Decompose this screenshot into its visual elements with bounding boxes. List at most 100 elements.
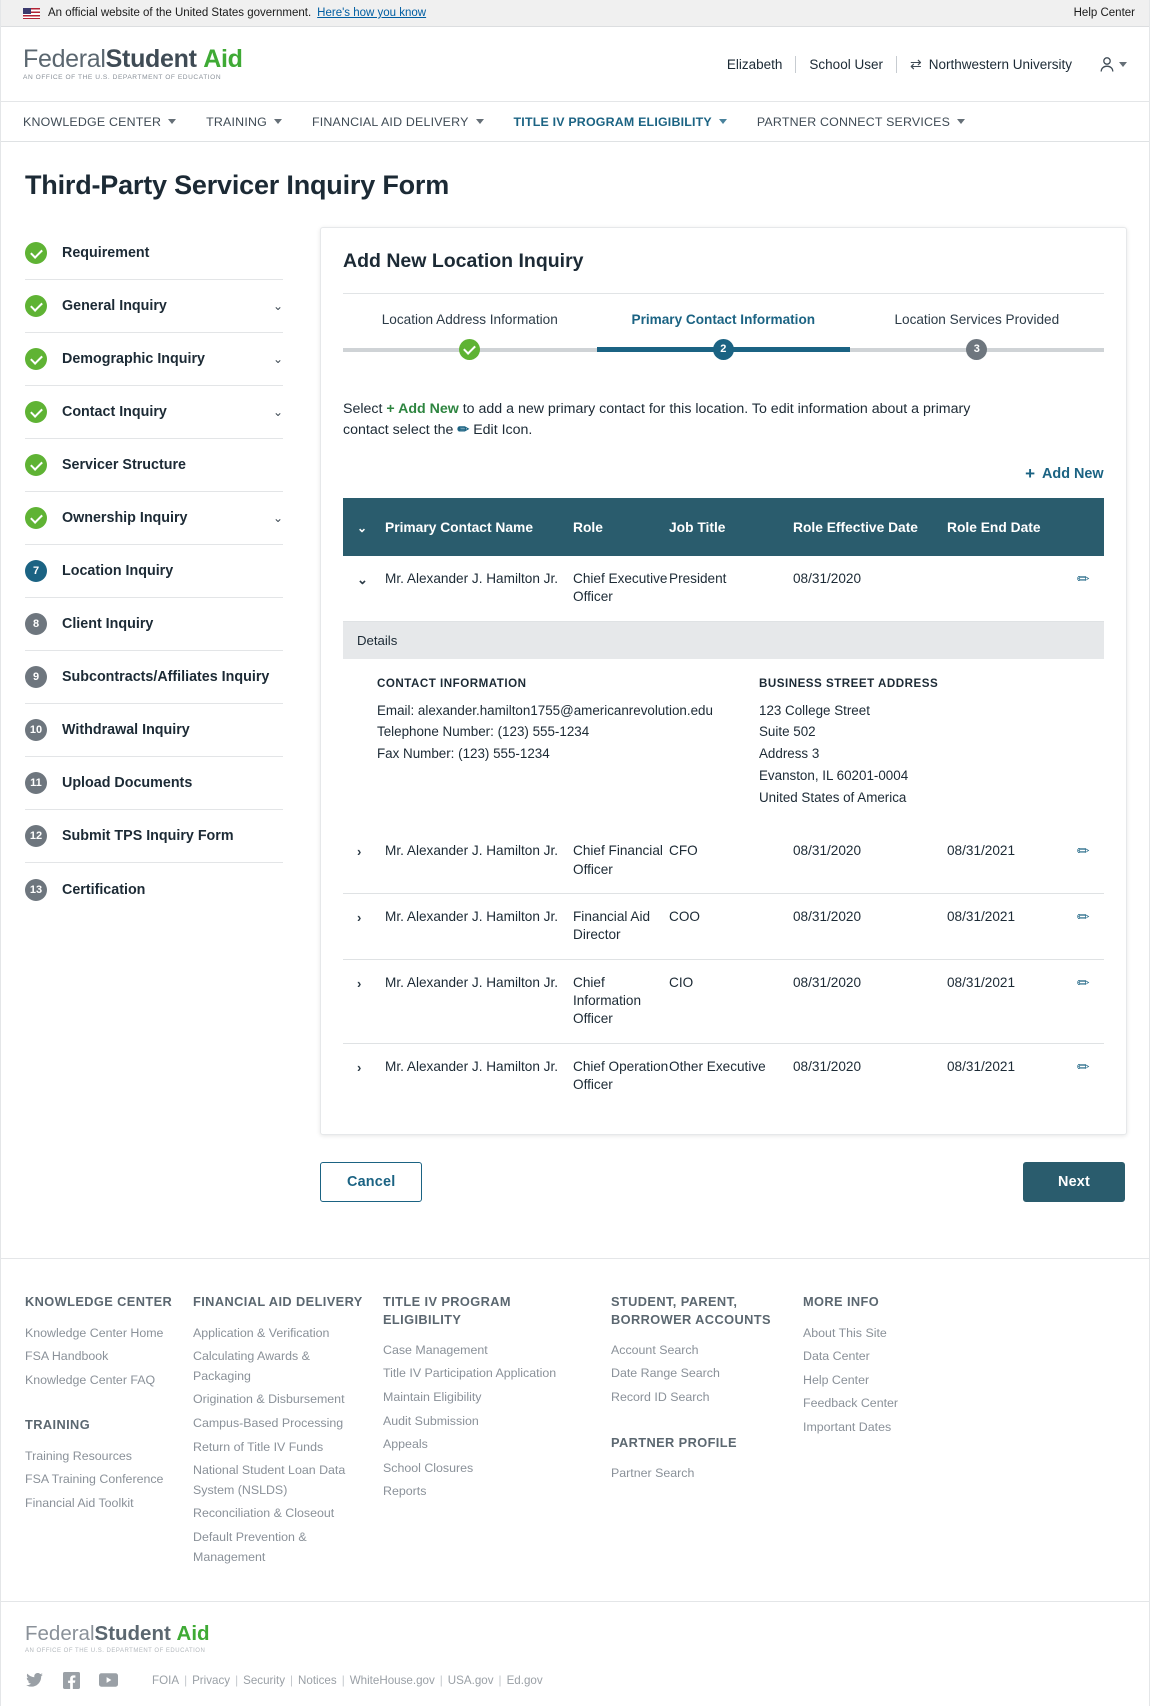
footer-link[interactable]: Data Center <box>803 1349 870 1364</box>
step-label-primary-contact-information[interactable]: Primary Contact Information <box>631 312 816 327</box>
help-center-link[interactable]: Help Center <box>1073 7 1135 19</box>
expand-all-chevron-icon[interactable]: ⌄ <box>357 520 368 535</box>
table-row[interactable]: › Mr. Alexander J. Hamilton Jr. Chief In… <box>343 960 1104 1044</box>
step-dot-2-current[interactable]: 2 <box>712 338 734 360</box>
row-expand-chevron-icon[interactable]: › <box>357 1059 362 1075</box>
column-header-role[interactable]: Role <box>573 519 603 535</box>
sidebar-item-contact-inquiry[interactable]: Contact Inquiry ⌄ <box>25 386 283 439</box>
sidebar-item-servicer-structure[interactable]: Servicer Structure <box>25 439 283 492</box>
legal-link-foia[interactable]: FOIA <box>152 1673 180 1687</box>
column-header-role-effective-date[interactable]: Role Effective Date <box>793 519 918 535</box>
footer-link[interactable]: Record ID Search <box>611 1390 710 1405</box>
nav-item-training[interactable]: TRAINING <box>206 115 282 129</box>
footer-link[interactable]: FSA Handbook <box>25 1349 109 1364</box>
sidebar-item-requirement[interactable]: Requirement <box>25 227 283 280</box>
nav-item-financial-aid-delivery[interactable]: FINANCIAL AID DELIVERY <box>312 115 484 129</box>
footer-link[interactable]: Origination & Disbursement <box>193 1392 345 1407</box>
pencil-edit-icon[interactable]: ✏ <box>1077 571 1090 589</box>
footer-link[interactable]: National Student Loan Data System (NSLDS… <box>193 1463 346 1497</box>
step-label-location-address-information[interactable]: Location Address Information <box>381 312 558 327</box>
footer-link[interactable]: Date Range Search <box>611 1366 720 1381</box>
sidebar-item-demographic-inquiry[interactable]: Demographic Inquiry ⌄ <box>25 333 283 386</box>
sidebar-item-upload-documents[interactable]: 11 Upload Documents <box>25 757 283 810</box>
footer-link[interactable]: School Closures <box>383 1460 474 1475</box>
legal-link-notices[interactable]: Notices <box>298 1673 337 1687</box>
youtube-icon[interactable] <box>99 1671 118 1690</box>
pencil-edit-icon[interactable]: ✏ <box>1077 974 1090 992</box>
facebook-icon[interactable] <box>62 1671 81 1690</box>
legal-link-whitehouse[interactable]: WhiteHouse.gov <box>349 1673 435 1687</box>
footer-link[interactable]: Application & Verification <box>193 1325 330 1340</box>
column-header-role-end-date[interactable]: Role End Date <box>947 519 1041 535</box>
masthead-user-role[interactable]: School User <box>809 56 883 72</box>
footer-link[interactable]: Help Center <box>803 1372 870 1387</box>
footer-link[interactable]: Calculating Awards & Packaging <box>193 1349 310 1383</box>
how-you-know-link[interactable]: Here's how you know <box>317 7 427 19</box>
masthead-user-name[interactable]: Elizabeth <box>726 56 783 72</box>
footer-fsa-logo[interactable]: FederalStudent Aid An OFFICE of the U.S.… <box>25 1623 1125 1653</box>
next-button[interactable]: Next <box>1023 1162 1125 1203</box>
pencil-edit-icon[interactable]: ✏ <box>1077 908 1090 926</box>
row-expand-chevron-icon[interactable]: › <box>357 844 362 860</box>
table-row[interactable]: ⌄ Mr. Alexander J. Hamilton Jr. Chief Ex… <box>343 556 1104 622</box>
footer-link[interactable]: Return of Title IV Funds <box>193 1439 324 1454</box>
pencil-edit-icon[interactable]: ✏ <box>1077 1058 1090 1076</box>
chevron-down-icon[interactable]: ⌄ <box>272 405 283 419</box>
table-row[interactable]: › Mr. Alexander J. Hamilton Jr. Chief Fi… <box>343 828 1104 894</box>
legal-link-privacy[interactable]: Privacy <box>192 1673 231 1687</box>
step-dot-3-pending[interactable]: 3 <box>966 338 988 360</box>
sidebar-item-withdrawal-inquiry[interactable]: 10 Withdrawal Inquiry <box>25 704 283 757</box>
row-collapse-chevron-icon[interactable]: ⌄ <box>357 572 368 588</box>
table-row[interactable]: › Mr. Alexander J. Hamilton Jr. Financia… <box>343 894 1104 960</box>
footer-link[interactable]: Account Search <box>611 1342 699 1357</box>
footer-link[interactable]: Campus-Based Processing <box>193 1415 344 1430</box>
user-account-icon[interactable] <box>1099 56 1127 73</box>
sidebar-item-subcontracts-affiliates-inquiry[interactable]: 9 Subcontracts/Affiliates Inquiry <box>25 651 283 704</box>
footer-link[interactable]: Audit Submission <box>383 1413 479 1428</box>
footer-link[interactable]: Reconciliation & Closeout <box>193 1506 335 1521</box>
chevron-down-icon[interactable]: ⌄ <box>272 511 283 525</box>
pencil-edit-icon[interactable]: ✏ <box>1077 843 1090 861</box>
footer-link[interactable]: FSA Training Conference <box>25 1472 164 1487</box>
legal-link-usagov[interactable]: USA.gov <box>447 1673 494 1687</box>
chevron-down-icon[interactable]: ⌄ <box>272 352 283 366</box>
fsa-logo[interactable]: FederalStudent Aid An OFFICE of the U.S.… <box>23 46 243 82</box>
footer-link[interactable]: Title IV Participation Application <box>383 1366 557 1381</box>
footer-link[interactable]: Training Resources <box>25 1448 132 1463</box>
nav-item-knowledge-center[interactable]: KNOWLEDGE CENTER <box>23 115 177 129</box>
column-header-job-title[interactable]: Job Title <box>669 519 726 535</box>
footer-link[interactable]: Default Prevention & Management <box>193 1529 307 1564</box>
sidebar-item-client-inquiry[interactable]: 8 Client Inquiry <box>25 598 283 651</box>
add-new-button[interactable]: + Add New <box>1025 465 1104 482</box>
chevron-down-icon[interactable]: ⌄ <box>272 299 283 313</box>
footer-link[interactable]: Knowledge Center Home <box>25 1325 164 1340</box>
row-expand-chevron-icon[interactable]: › <box>357 975 362 991</box>
footer-link[interactable]: About This Site <box>803 1325 887 1340</box>
footer-link[interactable]: Partner Search <box>611 1465 695 1480</box>
twitter-icon[interactable] <box>25 1671 44 1690</box>
footer-link[interactable]: Appeals <box>383 1437 428 1452</box>
nav-item-partner-connect-services[interactable]: PARTNER CONNECT SERVICES <box>757 115 966 129</box>
footer-link[interactable]: Reports <box>383 1484 427 1499</box>
row-expand-chevron-icon[interactable]: › <box>357 909 362 925</box>
masthead-organization[interactable]: ⇄ Northwestern University <box>897 56 1085 73</box>
sidebar-item-certification[interactable]: 13 Certification <box>25 863 283 916</box>
legal-link-security[interactable]: Security <box>243 1673 285 1687</box>
sidebar-item-location-inquiry[interactable]: 7 Location Inquiry <box>25 545 283 598</box>
legal-link-edgov[interactable]: Ed.gov <box>506 1673 543 1687</box>
footer-link[interactable]: Feedback Center <box>803 1396 899 1411</box>
nav-item-title-iv-program-eligibility[interactable]: TITLE IV PROGRAM ELIGIBILITY <box>514 115 727 129</box>
footer-link[interactable]: Financial Aid Toolkit <box>25 1495 134 1510</box>
footer-link[interactable]: Knowledge Center FAQ <box>25 1372 156 1387</box>
sidebar-item-ownership-inquiry[interactable]: Ownership Inquiry ⌄ <box>25 492 283 545</box>
footer-link[interactable]: Case Management <box>383 1342 488 1357</box>
table-row[interactable]: › Mr. Alexander J. Hamilton Jr. Chief Op… <box>343 1044 1104 1109</box>
sidebar-item-general-inquiry[interactable]: General Inquiry ⌄ <box>25 280 283 333</box>
column-header-primary-contact-name[interactable]: Primary Contact Name <box>385 519 533 535</box>
step-dot-1-complete[interactable] <box>459 338 481 360</box>
footer-link[interactable]: Important Dates <box>803 1419 892 1434</box>
step-label-location-services-provided[interactable]: Location Services Provided <box>894 312 1060 327</box>
cancel-button[interactable]: Cancel <box>320 1162 423 1203</box>
sidebar-item-submit-tps-inquiry-form[interactable]: 12 Submit TPS Inquiry Form <box>25 810 283 863</box>
add-new-inline-link[interactable]: + Add New <box>386 401 459 417</box>
